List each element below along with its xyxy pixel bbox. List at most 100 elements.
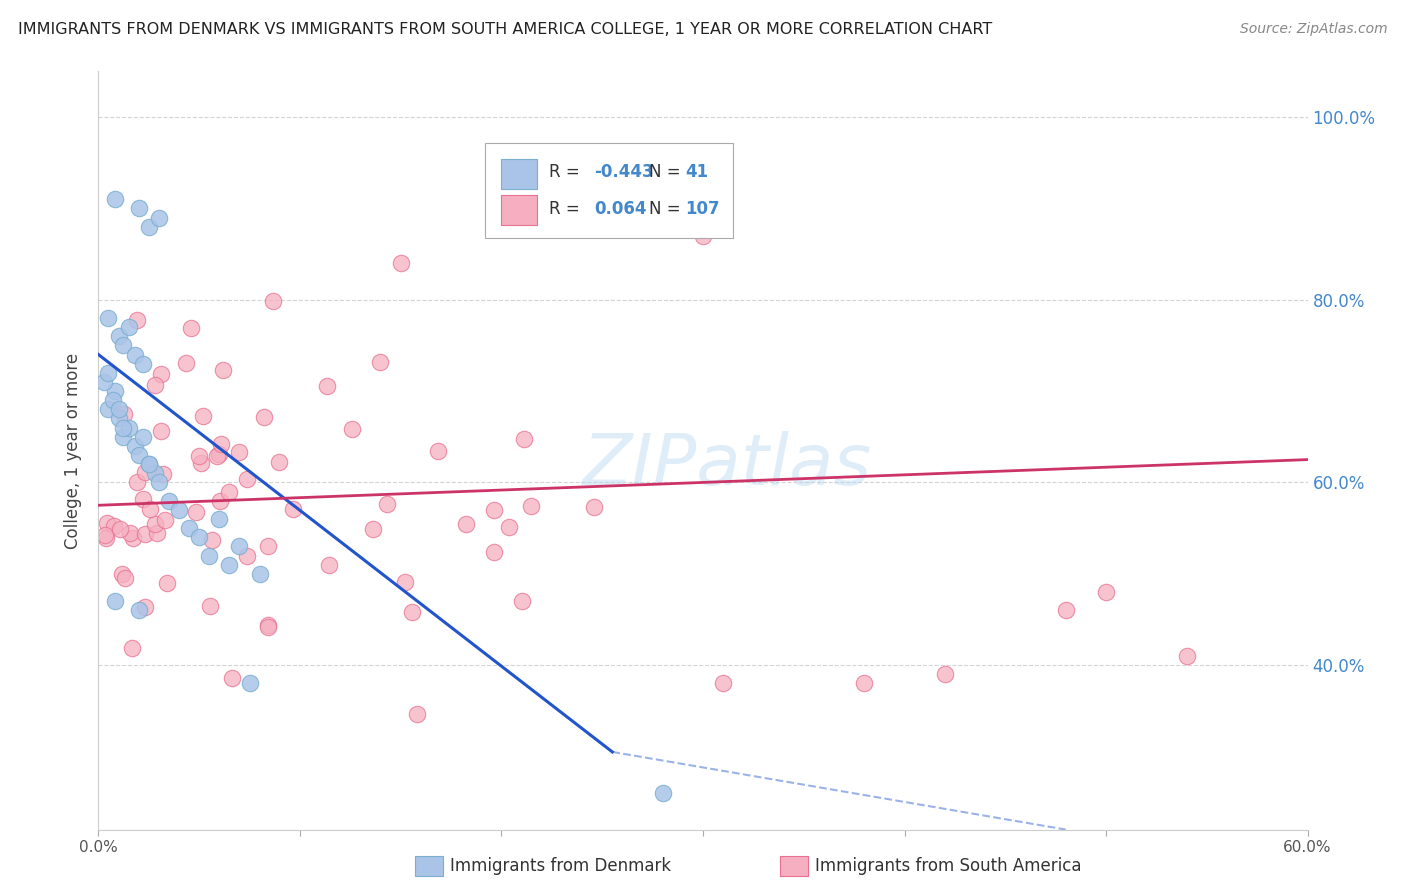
Point	[267, 455, 290, 469]
Point	[221, 671, 243, 685]
Point	[121, 640, 143, 655]
Point	[513, 433, 536, 447]
Point	[218, 558, 240, 572]
Point	[361, 522, 384, 536]
Point	[103, 384, 125, 398]
Point	[236, 549, 259, 563]
Point	[96, 516, 118, 530]
Point	[152, 467, 174, 481]
Point	[256, 620, 278, 634]
Point	[853, 676, 876, 690]
Point	[143, 516, 166, 531]
Point	[138, 457, 160, 471]
Point	[143, 378, 166, 392]
Point	[97, 311, 120, 326]
Point	[228, 445, 250, 459]
Point	[97, 366, 120, 380]
Point	[651, 219, 673, 234]
Point	[208, 447, 231, 461]
Point	[212, 362, 235, 376]
Point	[249, 566, 271, 581]
Point	[530, 192, 553, 206]
Point	[118, 420, 141, 434]
Point	[207, 450, 229, 464]
Point	[138, 219, 160, 234]
Text: R =: R =	[550, 200, 585, 218]
Point	[198, 549, 221, 563]
Point	[124, 439, 146, 453]
Point	[111, 338, 134, 352]
Point	[128, 603, 150, 617]
Point	[375, 497, 398, 511]
Point	[711, 676, 734, 690]
Point	[491, 174, 513, 188]
Point	[148, 211, 170, 225]
Point	[426, 444, 449, 458]
Point	[112, 407, 135, 421]
Text: R =: R =	[550, 163, 585, 181]
Text: -0.443: -0.443	[595, 163, 654, 181]
Point	[107, 402, 129, 417]
Point	[179, 521, 201, 535]
Text: N =: N =	[648, 200, 681, 218]
Text: Immigrants from Denmark: Immigrants from Denmark	[450, 857, 671, 875]
Point	[97, 402, 120, 417]
Point	[93, 375, 115, 389]
Point	[145, 526, 167, 541]
Point	[101, 393, 124, 408]
Text: Immigrants from South America: Immigrants from South America	[815, 857, 1083, 875]
Point	[110, 522, 132, 536]
Point	[498, 520, 520, 534]
Point	[111, 567, 134, 582]
Point	[612, 183, 634, 197]
Point	[228, 540, 250, 554]
Point	[94, 528, 117, 542]
Point	[1095, 585, 1118, 599]
Point	[198, 599, 221, 613]
Point	[132, 491, 155, 506]
Text: N =: N =	[648, 163, 681, 181]
Point	[122, 531, 145, 545]
Point	[482, 502, 505, 516]
Point	[139, 501, 162, 516]
Point	[111, 430, 134, 444]
Point	[188, 450, 211, 464]
Text: ZIPatlas: ZIPatlas	[582, 431, 872, 500]
Text: IMMIGRANTS FROM DENMARK VS IMMIGRANTS FROM SOUTH AMERICA COLLEGE, 1 YEAR OR MORE: IMMIGRANTS FROM DENMARK VS IMMIGRANTS FR…	[18, 22, 993, 37]
Point	[143, 467, 166, 481]
Point	[482, 545, 505, 559]
FancyBboxPatch shape	[485, 144, 734, 238]
Point	[157, 493, 180, 508]
Point	[114, 571, 136, 585]
Y-axis label: College, 1 year or more: College, 1 year or more	[65, 352, 83, 549]
Point	[190, 456, 212, 470]
Point	[111, 420, 134, 434]
Point	[209, 437, 232, 451]
Point	[262, 293, 284, 308]
Point	[180, 320, 202, 334]
Point	[201, 533, 224, 547]
Bar	[501, 159, 537, 189]
Point	[257, 617, 280, 632]
Point	[315, 379, 337, 393]
Point	[188, 530, 211, 544]
Point	[186, 504, 208, 518]
Point	[174, 356, 197, 370]
Point	[406, 707, 429, 722]
Point	[118, 320, 141, 334]
Point	[149, 425, 172, 439]
Point	[401, 605, 423, 619]
Point	[208, 512, 231, 526]
Point	[103, 594, 125, 608]
Text: Source: ZipAtlas.com: Source: ZipAtlas.com	[1240, 22, 1388, 37]
Point	[236, 472, 259, 486]
Point	[134, 600, 156, 615]
Bar	[501, 195, 537, 226]
Point	[281, 501, 304, 516]
Point	[107, 329, 129, 343]
Point	[1054, 603, 1077, 617]
Point	[120, 525, 142, 540]
Text: 41: 41	[685, 163, 709, 181]
Point	[368, 355, 391, 369]
Point	[318, 558, 340, 573]
